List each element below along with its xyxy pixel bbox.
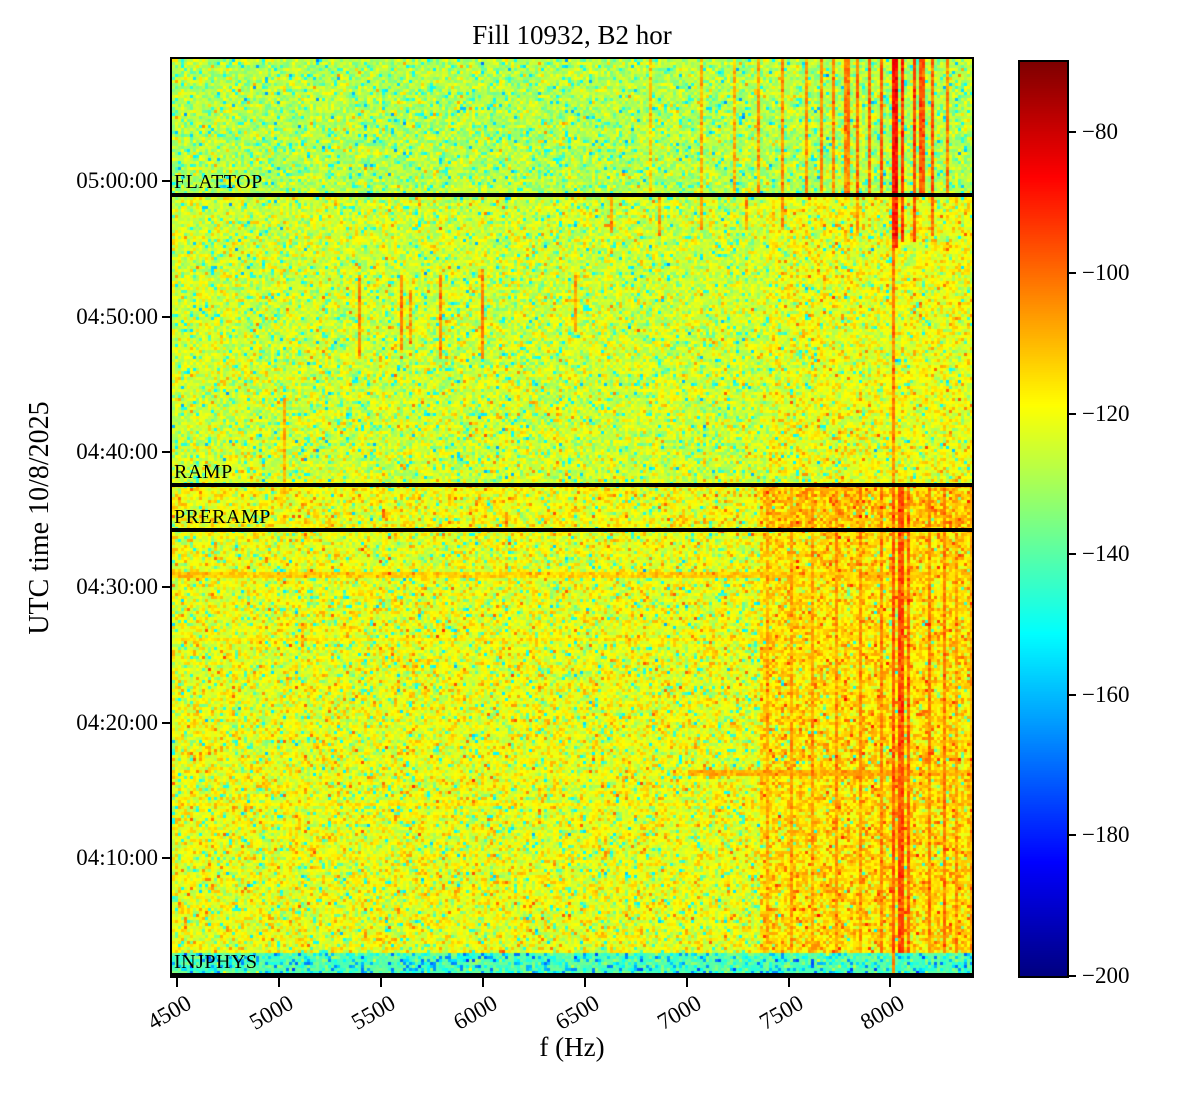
x-tick-mark xyxy=(787,978,790,987)
colorbar-tick-label: −120 xyxy=(1082,400,1130,426)
colorbar-tick-label: −100 xyxy=(1082,259,1130,285)
colorbar-tick-mark xyxy=(1069,131,1076,134)
x-tick-mark xyxy=(278,978,280,987)
beam-mode-line-preramp xyxy=(172,527,972,532)
colorbar-tick-mark xyxy=(1069,975,1076,977)
y-tick-label: 04:20:00 xyxy=(76,709,158,735)
x-tick-mark xyxy=(379,978,382,987)
colorbar-canvas xyxy=(1020,62,1067,976)
beam-mode-label-flattop: FLATTOP xyxy=(174,171,263,194)
spectrogram-heatmap-canvas xyxy=(172,59,972,976)
y-tick-mark xyxy=(162,586,171,589)
colorbar-tick-label: −160 xyxy=(1082,681,1130,707)
chart-title: Fill 10932, B2 hor xyxy=(472,20,672,50)
x-tick-mark xyxy=(685,978,688,987)
x-tick-mark xyxy=(583,978,586,987)
y-tick-label: 05:00:00 xyxy=(76,168,158,194)
y-tick-label: 04:30:00 xyxy=(76,574,158,600)
colorbar-tick-mark xyxy=(1069,834,1076,837)
beam-mode-label-injphys: INJPHYS xyxy=(174,950,258,973)
x-axis-title: f (Hz) xyxy=(539,1032,605,1062)
beam-mode-label-ramp: RAMP xyxy=(174,460,233,483)
y-tick-mark xyxy=(162,315,171,318)
y-tick-mark xyxy=(162,180,171,183)
y-tick-label: 04:40:00 xyxy=(76,438,158,464)
colorbar xyxy=(1018,60,1069,978)
y-tick-mark xyxy=(162,450,171,453)
y-tick-mark xyxy=(162,721,171,724)
colorbar-tick-mark xyxy=(1069,693,1076,696)
plot-area xyxy=(170,57,974,978)
beam-mode-line-injphys xyxy=(172,972,972,977)
colorbar-tick-mark xyxy=(1069,553,1076,556)
colorbar-tick-mark xyxy=(1069,271,1076,274)
beam-mode-line-flattop xyxy=(172,193,972,198)
colorbar-tick-label: −80 xyxy=(1082,119,1118,145)
beam-mode-label-preramp: PRERAMP xyxy=(174,505,271,528)
y-tick-mark xyxy=(162,856,171,859)
x-tick-mark xyxy=(889,978,892,987)
colorbar-tick-mark xyxy=(1069,412,1076,415)
colorbar-tick-label: −200 xyxy=(1082,963,1130,988)
x-tick-mark xyxy=(176,978,179,987)
colorbar-tick-label: −180 xyxy=(1082,822,1130,848)
y-tick-label: 04:10:00 xyxy=(76,844,158,870)
beam-mode-line-ramp xyxy=(172,482,972,487)
y-axis-label: UTC time 10/8/2025 xyxy=(24,401,55,635)
x-tick-mark xyxy=(481,978,484,987)
colorbar-tick-label: −140 xyxy=(1082,541,1130,567)
y-tick-label: 04:50:00 xyxy=(76,303,158,329)
